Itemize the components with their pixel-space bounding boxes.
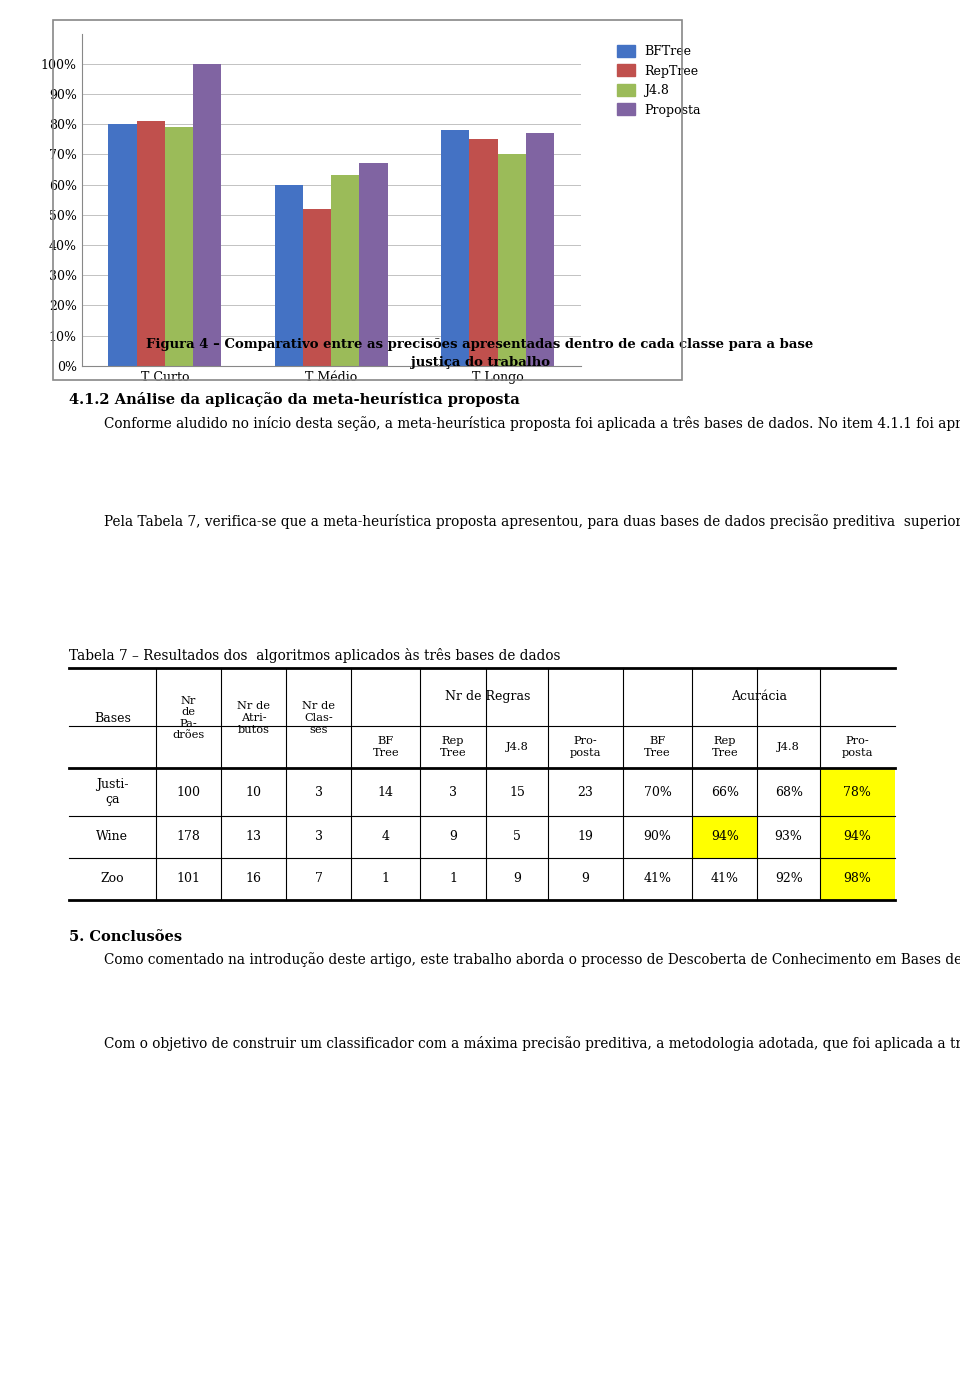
Text: Tabela 7 – Resultados dos  algoritmos aplicados às três bases de dados: Tabela 7 – Resultados dos algoritmos apl… [69,648,561,663]
Text: 178: 178 [177,831,200,843]
Bar [136,121,165,366]
Text: Conforme aludido no início desta seção, a meta-heurística proposta foi aplicada : Conforme aludido no início desta seção, … [69,416,960,431]
Text: J4.8: J4.8 [778,743,800,752]
Text: 5: 5 [513,831,521,843]
Text: Nr
de
Pa-
drões: Nr de Pa- drões [172,695,204,740]
Text: 23: 23 [578,786,593,799]
Text: 1: 1 [449,872,457,885]
Text: Bases: Bases [94,712,131,725]
Text: BF
Tree: BF Tree [372,736,399,758]
Text: Com o objetivo de construir um classificador com a máxima precisão preditiva, a : Com o objetivo de construir um classific… [69,1036,960,1051]
Bar [497,155,526,366]
Text: BF
Tree: BF Tree [644,736,671,758]
Text: 4: 4 [382,831,390,843]
Text: 5. Conclusões: 5. Conclusões [69,930,182,944]
Text: Justi-
ça: Justi- ça [96,778,129,805]
Text: 78%: 78% [843,786,872,799]
Text: 3: 3 [315,831,323,843]
Text: Nr de
Clas-
ses: Nr de Clas- ses [302,701,335,734]
Text: Figura 4 – Comparativo entre as precisões apresentadas dentro de cada classe par: Figura 4 – Comparativo entre as precisõe… [146,338,814,350]
Text: 16: 16 [246,872,261,885]
Text: Wine: Wine [96,831,129,843]
Text: Pro-
posta: Pro- posta [842,736,873,758]
Text: 90%: 90% [643,831,672,843]
Text: 98%: 98% [843,872,872,885]
Text: J4.8: J4.8 [506,743,528,752]
Text: Nr de Regras: Nr de Regras [444,691,530,704]
Text: 92%: 92% [775,872,803,885]
Text: Rep
Tree: Rep Tree [711,736,738,758]
Text: 3: 3 [315,786,323,799]
Bar [331,176,359,366]
Text: 13: 13 [246,831,261,843]
Text: Zoo: Zoo [101,872,124,885]
Text: 94%: 94% [843,831,872,843]
Text: 68%: 68% [775,786,803,799]
Text: 7: 7 [315,872,323,885]
Text: 70%: 70% [643,786,672,799]
Text: 1: 1 [382,872,390,885]
Text: 19: 19 [578,831,593,843]
Bar [526,133,554,366]
Text: Pela Tabela 7, verifica-se que a meta-heurística proposta apresentou, para duas : Pela Tabela 7, verifica-se que a meta-he… [69,514,960,529]
Text: 9: 9 [582,872,589,885]
Text: 100: 100 [176,786,200,799]
Bar [469,140,497,366]
Bar [303,208,331,366]
Text: Acurácia: Acurácia [731,691,787,704]
Text: Como comentado na introdução deste artigo, este trabalho aborda o processo de De: Como comentado na introdução deste artig… [69,952,960,967]
Text: 10: 10 [246,786,261,799]
Text: Pro-
posta: Pro- posta [570,736,601,758]
Text: 15: 15 [509,786,525,799]
Text: Nr de
Atri-
butos: Nr de Atri- butos [237,701,270,734]
Text: 3: 3 [449,786,457,799]
Bar [359,163,388,366]
Text: justiça do trabalho: justiça do trabalho [411,356,549,369]
Text: 4.1.2 Análise da aplicação da meta-heurística proposta: 4.1.2 Análise da aplicação da meta-heurí… [69,392,520,408]
Text: 41%: 41% [710,872,739,885]
Bar [193,64,222,366]
Text: 41%: 41% [643,872,672,885]
Text: 9: 9 [449,831,457,843]
Text: Rep
Tree: Rep Tree [440,736,467,758]
Bar [441,130,469,366]
Text: 101: 101 [176,872,200,885]
Bar [108,124,136,366]
Bar [275,184,303,366]
Text: 94%: 94% [710,831,739,843]
Text: 66%: 66% [710,786,739,799]
Text: 9: 9 [513,872,521,885]
Bar [165,127,193,366]
Legend: BFTree, RepTree, J4.8, Proposta: BFTree, RepTree, J4.8, Proposta [612,39,706,121]
Text: 93%: 93% [775,831,803,843]
Text: 14: 14 [378,786,394,799]
